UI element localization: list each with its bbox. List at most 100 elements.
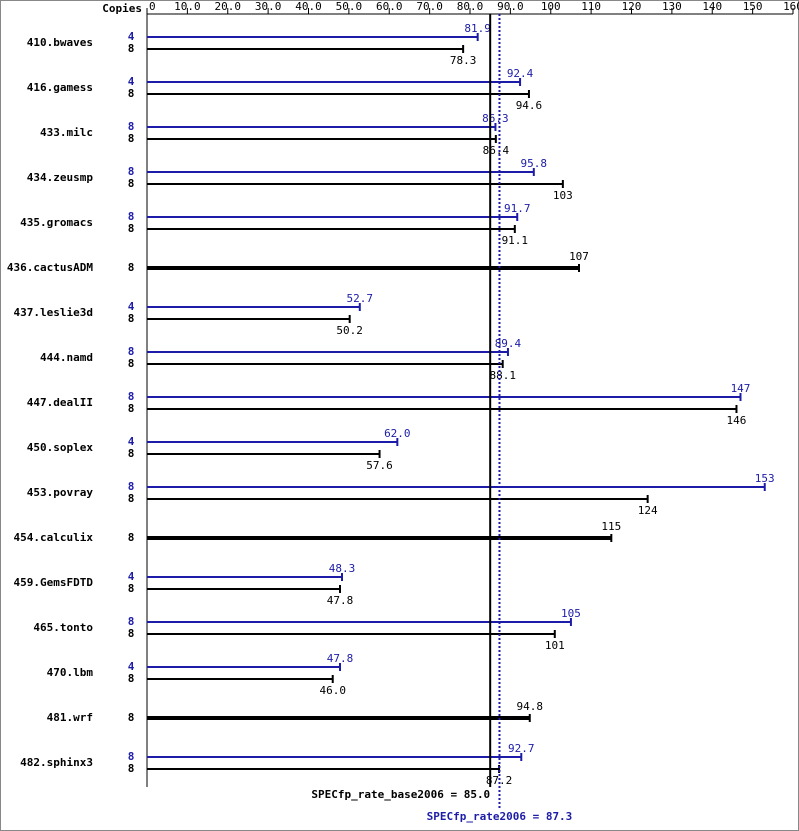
copies-label: 8 — [128, 42, 135, 55]
copies-label: 8 — [128, 261, 135, 274]
value-label: 86.4 — [483, 144, 510, 157]
value-label: 81.9 — [464, 22, 491, 35]
value-label: 95.8 — [521, 157, 548, 170]
x-tick-label: 130 — [662, 0, 682, 13]
copies-label: 8 — [128, 345, 135, 358]
copies-label: 4 — [128, 435, 135, 448]
value-label: 153 — [755, 472, 775, 485]
value-label: 47.8 — [327, 594, 354, 607]
reference-label: SPECfp_rate_base2006 = 85.0 — [311, 788, 490, 801]
benchmark-label: 437.leslie3d — [14, 306, 93, 319]
value-label: 57.6 — [366, 459, 393, 472]
value-label: 146 — [727, 414, 747, 427]
benchmark-label: 416.gamess — [27, 81, 93, 94]
value-label: 94.8 — [517, 700, 544, 713]
copies-label: 8 — [128, 582, 135, 595]
x-tick-label: 120 — [622, 0, 642, 13]
benchmark-label: 459.GemsFDTD — [14, 576, 94, 589]
copies-label: 4 — [128, 300, 135, 313]
copies-label: 8 — [128, 390, 135, 403]
copies-label: 4 — [128, 570, 135, 583]
value-label: 124 — [638, 504, 658, 517]
copies-label: 8 — [128, 627, 135, 640]
x-tick-label: 80.0 — [457, 0, 484, 13]
x-tick-label: 10.0 — [174, 0, 201, 13]
copies-label: 8 — [128, 357, 135, 370]
copies-label: 8 — [128, 447, 135, 460]
x-tick-label: 160 — [783, 0, 799, 13]
value-label: 94.6 — [516, 99, 543, 112]
value-label: 92.7 — [508, 742, 535, 755]
value-label: 88.1 — [489, 369, 516, 382]
x-tick-label: 110 — [581, 0, 601, 13]
copies-label: 4 — [128, 30, 135, 43]
value-label: 87.2 — [486, 774, 513, 787]
value-label: 107 — [569, 250, 589, 263]
copies-label: 8 — [128, 87, 135, 100]
value-label: 103 — [553, 189, 573, 202]
x-tick-label: 70.0 — [416, 0, 443, 13]
benchmark-label: 470.lbm — [47, 666, 94, 679]
benchmark-label: 450.soplex — [27, 441, 94, 454]
benchmark-label: 453.povray — [27, 486, 94, 499]
benchmark-label: 410.bwaves — [27, 36, 93, 49]
x-tick-label: 90.0 — [497, 0, 524, 13]
value-label: 78.3 — [450, 54, 477, 67]
x-tick-label: 40.0 — [295, 0, 322, 13]
copies-label: 8 — [128, 762, 135, 775]
copies-label: 8 — [128, 210, 135, 223]
value-label: 91.1 — [502, 234, 529, 247]
copies-label: 8 — [128, 672, 135, 685]
value-label: 101 — [545, 639, 565, 652]
copies-label: 8 — [128, 165, 135, 178]
benchmark-label: 482.sphinx3 — [20, 756, 93, 769]
value-label: 52.7 — [347, 292, 374, 305]
value-label: 91.7 — [504, 202, 531, 215]
benchmark-label: 444.namd — [40, 351, 93, 364]
copies-label: 8 — [128, 615, 135, 628]
x-tick-label: 20.0 — [215, 0, 242, 13]
value-label: 47.8 — [327, 652, 354, 665]
copies-label: 8 — [128, 711, 135, 724]
copies-label: 8 — [128, 750, 135, 763]
copies-label: 8 — [128, 120, 135, 133]
value-label: 92.4 — [507, 67, 534, 80]
x-tick-label: 140 — [702, 0, 722, 13]
benchmark-label: 436.cactusADM — [7, 261, 93, 274]
x-tick-label: 30.0 — [255, 0, 282, 13]
value-label: 147 — [731, 382, 751, 395]
benchmark-label: 434.zeusmp — [27, 171, 94, 184]
value-label: 50.2 — [336, 324, 363, 337]
copies-label: 8 — [128, 312, 135, 325]
benchmark-label: 435.gromacs — [20, 216, 93, 229]
value-label: 105 — [561, 607, 581, 620]
copies-label: 8 — [128, 480, 135, 493]
benchmark-label: 481.wrf — [47, 711, 93, 724]
copies-label: 8 — [128, 222, 135, 235]
copies-label: 8 — [128, 492, 135, 505]
value-label: 62.0 — [384, 427, 411, 440]
benchmark-label: 447.dealII — [27, 396, 93, 409]
value-label: 48.3 — [329, 562, 356, 575]
reference-label: SPECfp_rate2006 = 87.3 — [427, 810, 573, 823]
x-tick-label: 50.0 — [336, 0, 363, 13]
value-label: 115 — [601, 520, 621, 533]
copies-label: 8 — [128, 402, 135, 415]
benchmark-label: 465.tonto — [33, 621, 93, 634]
copies-label: 4 — [128, 75, 135, 88]
copies-label: 8 — [128, 531, 135, 544]
x-tick-label: 0 — [149, 0, 156, 13]
value-label: 46.0 — [319, 684, 346, 697]
benchmark-label: 454.calculix — [14, 531, 94, 544]
copies-header: Copies — [102, 2, 142, 15]
value-label: 89.4 — [495, 337, 522, 350]
benchmark-label: 433.milc — [40, 126, 93, 139]
value-label: 86.3 — [482, 112, 509, 125]
copies-label: 8 — [128, 177, 135, 190]
copies-label: 4 — [128, 660, 135, 673]
x-tick-label: 100 — [541, 0, 561, 13]
copies-label: 8 — [128, 132, 135, 145]
x-tick-label: 150 — [743, 0, 763, 13]
